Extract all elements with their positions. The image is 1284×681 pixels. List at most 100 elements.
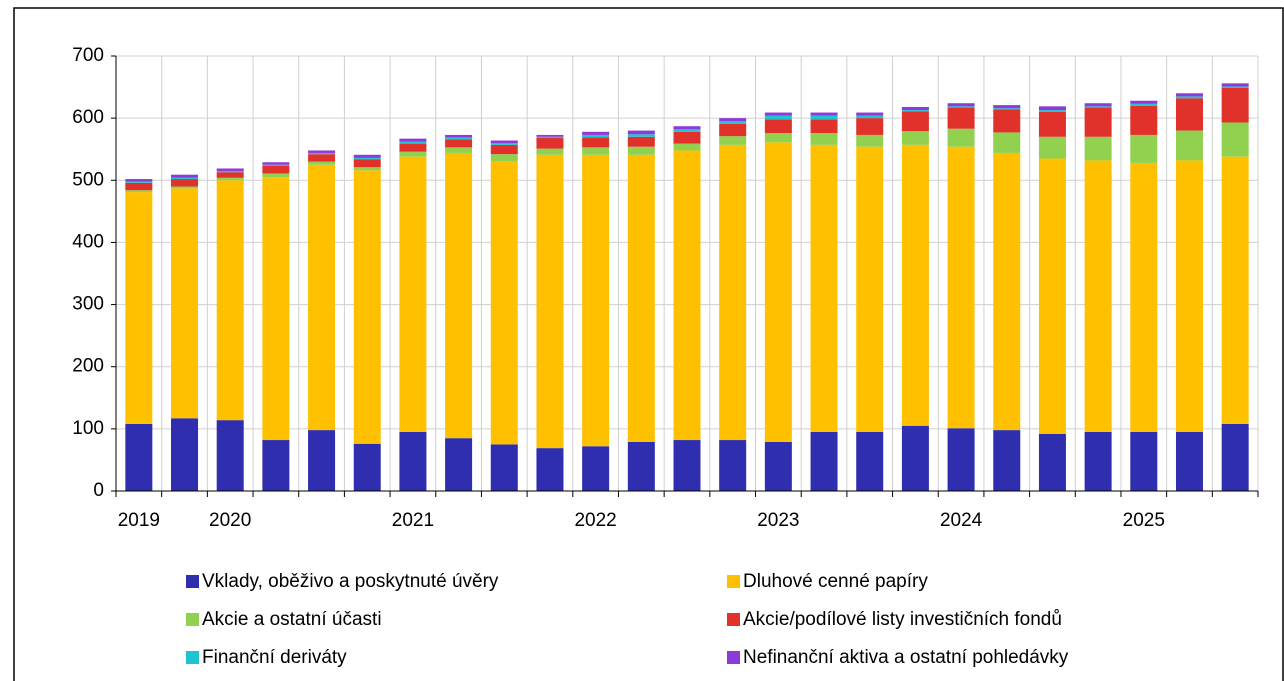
bar-segment xyxy=(947,107,975,129)
bar-segment xyxy=(901,131,929,145)
bar-segment xyxy=(993,108,1021,110)
bar-segment xyxy=(947,146,975,429)
bar-segment xyxy=(216,168,244,171)
bar-segment xyxy=(719,144,747,441)
bar-segment xyxy=(719,136,747,145)
bar-segment xyxy=(810,112,838,116)
legend-swatch xyxy=(727,651,740,664)
bar-segment xyxy=(1038,110,1066,112)
bar-segment xyxy=(216,177,244,181)
legend-swatch xyxy=(186,651,199,664)
bar-segment xyxy=(947,128,975,147)
bar-segment xyxy=(1175,98,1203,131)
bar-segment xyxy=(673,129,701,132)
bar-segment xyxy=(308,154,336,162)
bar-segment xyxy=(399,141,427,144)
bar-segment xyxy=(627,134,655,137)
bar-segment xyxy=(1130,431,1158,491)
bar-segment xyxy=(1130,103,1158,106)
bar-segment xyxy=(901,110,929,112)
bar-segment xyxy=(171,177,199,180)
bar-segment xyxy=(490,154,518,162)
bar-segment xyxy=(1038,433,1066,491)
bar-segment xyxy=(764,142,792,442)
bar-segment xyxy=(764,112,792,116)
legend-label: Dluhové cenné papíry xyxy=(743,571,928,592)
bar-segment xyxy=(125,192,153,424)
bar-segment xyxy=(216,420,244,491)
bar-segment xyxy=(993,109,1021,133)
bar-segment xyxy=(490,144,518,155)
bar-segment xyxy=(947,103,975,107)
bar-segment xyxy=(1038,111,1066,137)
bar-segment xyxy=(719,123,747,137)
bar-segment xyxy=(719,440,747,491)
bar-segment xyxy=(627,136,655,147)
bar-segment xyxy=(490,444,518,491)
bar-segment xyxy=(262,164,290,166)
bar-segment xyxy=(262,165,290,174)
bar-segment xyxy=(673,131,701,144)
bar-segment xyxy=(353,167,381,171)
bar-segment xyxy=(673,440,701,491)
bar-segment xyxy=(445,147,473,153)
bar-segment xyxy=(125,181,153,183)
bar-segment xyxy=(490,143,518,145)
bar-segment xyxy=(171,179,199,187)
bar-segment xyxy=(810,119,838,134)
bar-segment xyxy=(490,161,518,445)
bar-segment xyxy=(810,144,838,432)
legend-label: Nefinanční aktiva a ostatní pohledávky xyxy=(743,647,1069,668)
bar-segment xyxy=(856,112,884,116)
y-tick-label: 200 xyxy=(72,356,104,377)
bar-segment xyxy=(308,161,336,165)
legend-swatch xyxy=(727,575,740,588)
legend-swatch xyxy=(186,613,199,626)
bar-segment xyxy=(308,152,336,155)
bar-segment xyxy=(399,156,427,432)
bar-segment xyxy=(1130,105,1158,135)
bar-segment xyxy=(764,119,792,134)
bar-segment xyxy=(1221,83,1249,87)
bar-segment xyxy=(125,190,153,193)
bar-segment xyxy=(1084,160,1112,432)
bar-segment xyxy=(445,137,473,140)
bar-segment xyxy=(171,186,199,189)
bar-segment xyxy=(1175,96,1203,99)
bar-segment xyxy=(993,132,1021,153)
legend-swatch xyxy=(186,575,199,588)
bar-segment xyxy=(1130,134,1158,163)
bar-segment xyxy=(901,144,929,426)
bar-segment xyxy=(353,157,381,160)
bar-segment xyxy=(353,170,381,444)
bar-segment xyxy=(627,441,655,491)
bar-segment xyxy=(262,440,290,491)
bar-segment xyxy=(627,130,655,135)
bar-segment xyxy=(399,431,427,491)
bar-segment xyxy=(810,115,838,120)
bar-segment xyxy=(947,106,975,108)
bar-segment xyxy=(308,164,336,431)
bar-segment xyxy=(353,154,381,158)
x-tick-label: 2020 xyxy=(209,510,251,531)
x-tick-label: 2023 xyxy=(757,510,799,531)
bar-segment xyxy=(673,150,701,441)
bar-segment xyxy=(216,172,244,178)
bar-segment xyxy=(536,138,564,149)
bar-segment xyxy=(764,441,792,491)
x-tick-label: 2024 xyxy=(940,510,983,531)
bar-segment xyxy=(582,137,610,148)
bar-segment xyxy=(399,151,427,157)
legend-swatch xyxy=(727,613,740,626)
bar-segment xyxy=(262,177,290,441)
bar-segment xyxy=(262,162,290,165)
bar-segment xyxy=(1038,106,1066,111)
bar-segment xyxy=(1175,160,1203,432)
bar-segment xyxy=(810,133,838,145)
bar-segment xyxy=(719,118,747,122)
bar-segment xyxy=(1221,86,1249,88)
bar-segment xyxy=(1221,156,1249,424)
bar-segment xyxy=(582,131,610,135)
bar-segment xyxy=(901,106,929,111)
y-tick-label: 300 xyxy=(72,294,104,315)
